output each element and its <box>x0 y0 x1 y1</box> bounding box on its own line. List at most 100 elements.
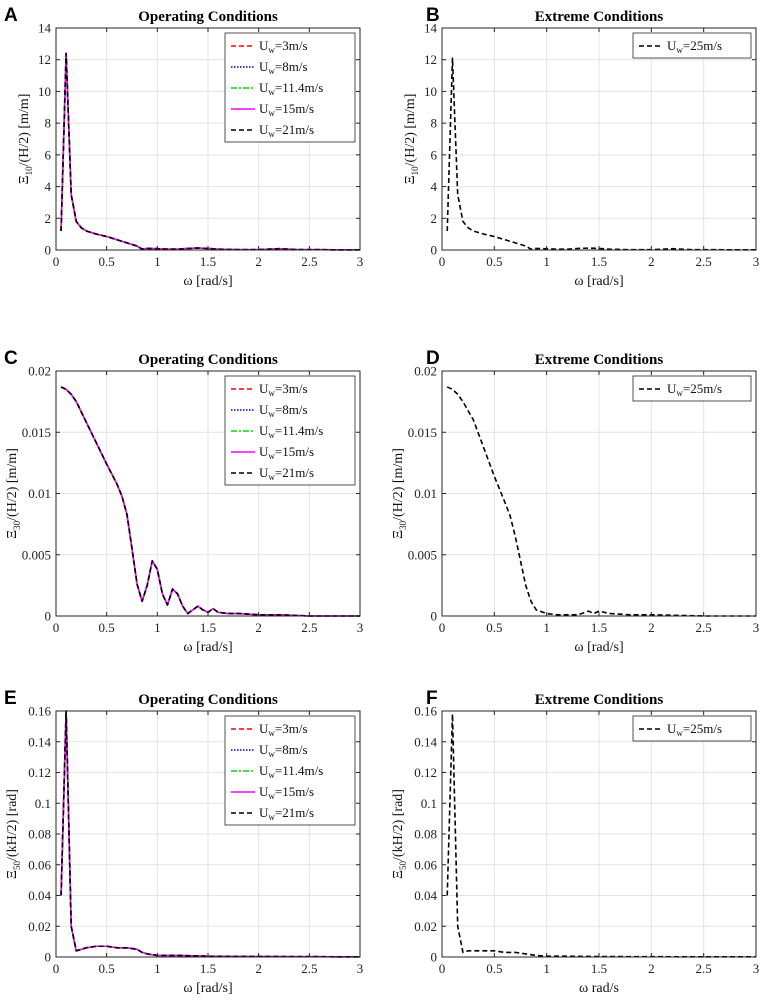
panel-b-ylabel-base: Ξ <box>403 175 418 184</box>
panel-f-xtick-label: 3 <box>753 961 760 976</box>
panel-a-legend-entry-3: Uw=11.4m/s <box>259 80 323 97</box>
panel-e-legend-label-sub: w <box>268 770 275 780</box>
panel-e-xtick-label: 1.5 <box>200 961 216 976</box>
panel-a-legend-label-main: U <box>259 59 269 74</box>
panel-c-xtick-label: 1 <box>154 620 161 635</box>
panel-e-ytick-label: 0.08 <box>28 827 51 842</box>
panel-e-legend-label-rest: =11.4m/s <box>275 763 323 778</box>
panel-f-ytick-label: 0.02 <box>414 919 437 934</box>
panel-d-xtick-label: 0.5 <box>486 620 502 635</box>
panel-e-xtick-label: 0.5 <box>99 961 115 976</box>
panel-c-xtick-label: 2.5 <box>301 620 317 635</box>
panel-e-ytick-label: 0.02 <box>28 919 51 934</box>
panel-c-legend-label-main: U <box>259 465 269 480</box>
panel-a-legend-label-rest: =21m/s <box>275 122 314 137</box>
panel-a-xtick-label: 1 <box>154 254 161 269</box>
panel-b-xtick-label: 0 <box>439 254 446 269</box>
panel-e-ytick-label: 0.1 <box>35 796 51 811</box>
panel-f: 0 0.5 1 1.5 2 2.5 3 0 0.02 0.04 0.06 0.08 0.1 0.12 0.1… <box>391 688 759 996</box>
panel-a-legend-entry-5: Uw=21m/s <box>259 122 314 139</box>
panel-b-legend: Uw=25m/s <box>632 32 752 59</box>
panel-e-legend-entry-2: Uw=8m/s <box>259 742 308 759</box>
panel-b-xtick-label: 0.5 <box>486 254 502 269</box>
panel-e-ytick-label: 0.12 <box>28 765 51 780</box>
panel-c-legend-label-rest: =3m/s <box>275 381 308 396</box>
panel-a-ytick-label: 6 <box>45 147 52 162</box>
panel-f-ylabel-sub: 50 <box>398 860 408 870</box>
panel-f-xlabel: ω rad/s <box>579 981 619 996</box>
panel-d-ylabel: Ξ30/(H/2) [m/m] <box>391 448 408 539</box>
panel-c-xlabel: ω [rad/s] <box>183 640 232 655</box>
panel-e-xtick-label: 0 <box>53 961 60 976</box>
panel-f-xtick-label: 2 <box>648 961 655 976</box>
panel-e-legend-label-sub: w <box>268 812 275 822</box>
panel-b-ylabel-rest: /(H/2) [m/m] <box>403 94 418 167</box>
panel-e-ylabel: Ξ50/(kH/2) [rad] <box>5 789 22 879</box>
panel-c-ytick-label: 0.005 <box>22 547 51 562</box>
panel-e-ylabel-base: Ξ <box>5 870 20 879</box>
panel-b-ytick-label: 6 <box>431 147 438 162</box>
panel-c-legend-label-main: U <box>259 444 269 459</box>
panel-a-ylabel: Ξ10/(H/2) [m/m] <box>17 94 34 185</box>
panel-b-ytick-label: 12 <box>424 52 437 67</box>
panel-b-ytick-label: 4 <box>431 179 438 194</box>
panel-e-xtick-label: 1 <box>154 961 161 976</box>
panel-e-ylabel-sub: 50 <box>12 860 22 870</box>
panel-c-xtick-label: 3 <box>357 620 364 635</box>
panel-a-legend-label-sub: w <box>268 66 275 76</box>
panel-a-legend-label-sub: w <box>268 87 275 97</box>
panel-b-ytick-label: 2 <box>431 211 438 226</box>
panel-c-legend-label-main: U <box>259 381 269 396</box>
panel-c-legend-label-main: U <box>259 423 269 438</box>
panel-b-ylabel-sub: 10 <box>410 166 420 176</box>
panel-c-ylabel-sub: 30 <box>12 520 22 530</box>
panel-a-ylabel-sub: 10 <box>24 166 34 176</box>
panel-f-xtick-label: 1 <box>543 961 550 976</box>
panel-e-series-line-5 <box>60 710 361 958</box>
panel-d-title: Extreme Conditions <box>535 352 664 368</box>
panel-f-legend-label-rest: =25m/s <box>683 721 722 736</box>
panel-d-ytick-label: 0.015 <box>408 425 437 440</box>
panel-c-ylabel: Ξ30/(H/2) [m/m] <box>5 448 22 539</box>
panel-e-legend: Uw=3m/sUw=8m/sUw=11.4m/sUw=15m/sUw=21m/s <box>224 715 356 826</box>
panel-d-xtick-label: 2 <box>648 620 655 635</box>
panel-a-ytick-label: 0 <box>45 243 52 258</box>
panel-a: 0 0.5 1 1.5 2 2.5 3 0 2 4 6 8 10 12 14 Operating Condit… <box>4 5 363 289</box>
panel-e-legend-label-main: U <box>259 721 269 736</box>
panel-f-ytick-label: 0.14 <box>414 734 437 749</box>
panel-e-legend-label-main: U <box>259 742 269 757</box>
panel-a-ytick-label: 10 <box>38 84 51 99</box>
panel-c-legend-label-sub: w <box>268 451 275 461</box>
panel-d-xtick-label: 1.5 <box>591 620 607 635</box>
panel-c-legend-entry-4: Uw=15m/s <box>259 444 314 461</box>
panel-b-xlabel: ω [rad/s] <box>574 274 623 289</box>
panel-d-legend-label-sub: w <box>676 388 683 398</box>
panel-a-legend-entry-2: Uw=8m/s <box>259 59 308 76</box>
panel-d-letter: D <box>426 348 440 369</box>
panel-b-legend-label-sub: w <box>676 45 683 55</box>
panel-b-ytick-label: 8 <box>431 116 438 131</box>
panel-a-xtick-label: 2 <box>255 254 262 269</box>
panel-f-ytick-label: 0.12 <box>414 765 437 780</box>
panel-a-ytick-label: 14 <box>38 21 52 36</box>
panel-e-legend-label-rest: =3m/s <box>275 721 308 736</box>
panel-a-legend-label-rest: =15m/s <box>275 101 314 116</box>
panel-e-title: Operating Conditions <box>138 692 278 708</box>
panel-e-xlabel: ω [rad/s] <box>183 981 232 996</box>
panel-c-ytick-label: 0.015 <box>22 425 51 440</box>
panel-b-ylabel: Ξ10/(H/2) [m/m] <box>403 94 420 185</box>
panel-b-ytick-label: 14 <box>424 21 438 36</box>
panel-d-xtick-label: 3 <box>753 620 760 635</box>
panel-d-legend-entry-1: Uw=25m/s <box>667 381 722 398</box>
panel-b-letter: B <box>426 5 440 26</box>
panel-d-ylabel-rest: /(H/2) [m/m] <box>391 448 406 521</box>
panel-e-ytick-label: 0 <box>45 950 52 965</box>
panel-f-ytick-label: 0.08 <box>414 827 437 842</box>
panel-e-ytick-label: 0.04 <box>28 888 51 903</box>
panel-f-ytick-label: 0.06 <box>414 857 437 872</box>
panel-e-legend-label-rest: =21m/s <box>275 805 314 820</box>
panel-e-xtick-label: 2 <box>255 961 262 976</box>
panel-a-legend-label-sub: w <box>268 129 275 139</box>
panel-a-legend-label-sub: w <box>268 108 275 118</box>
